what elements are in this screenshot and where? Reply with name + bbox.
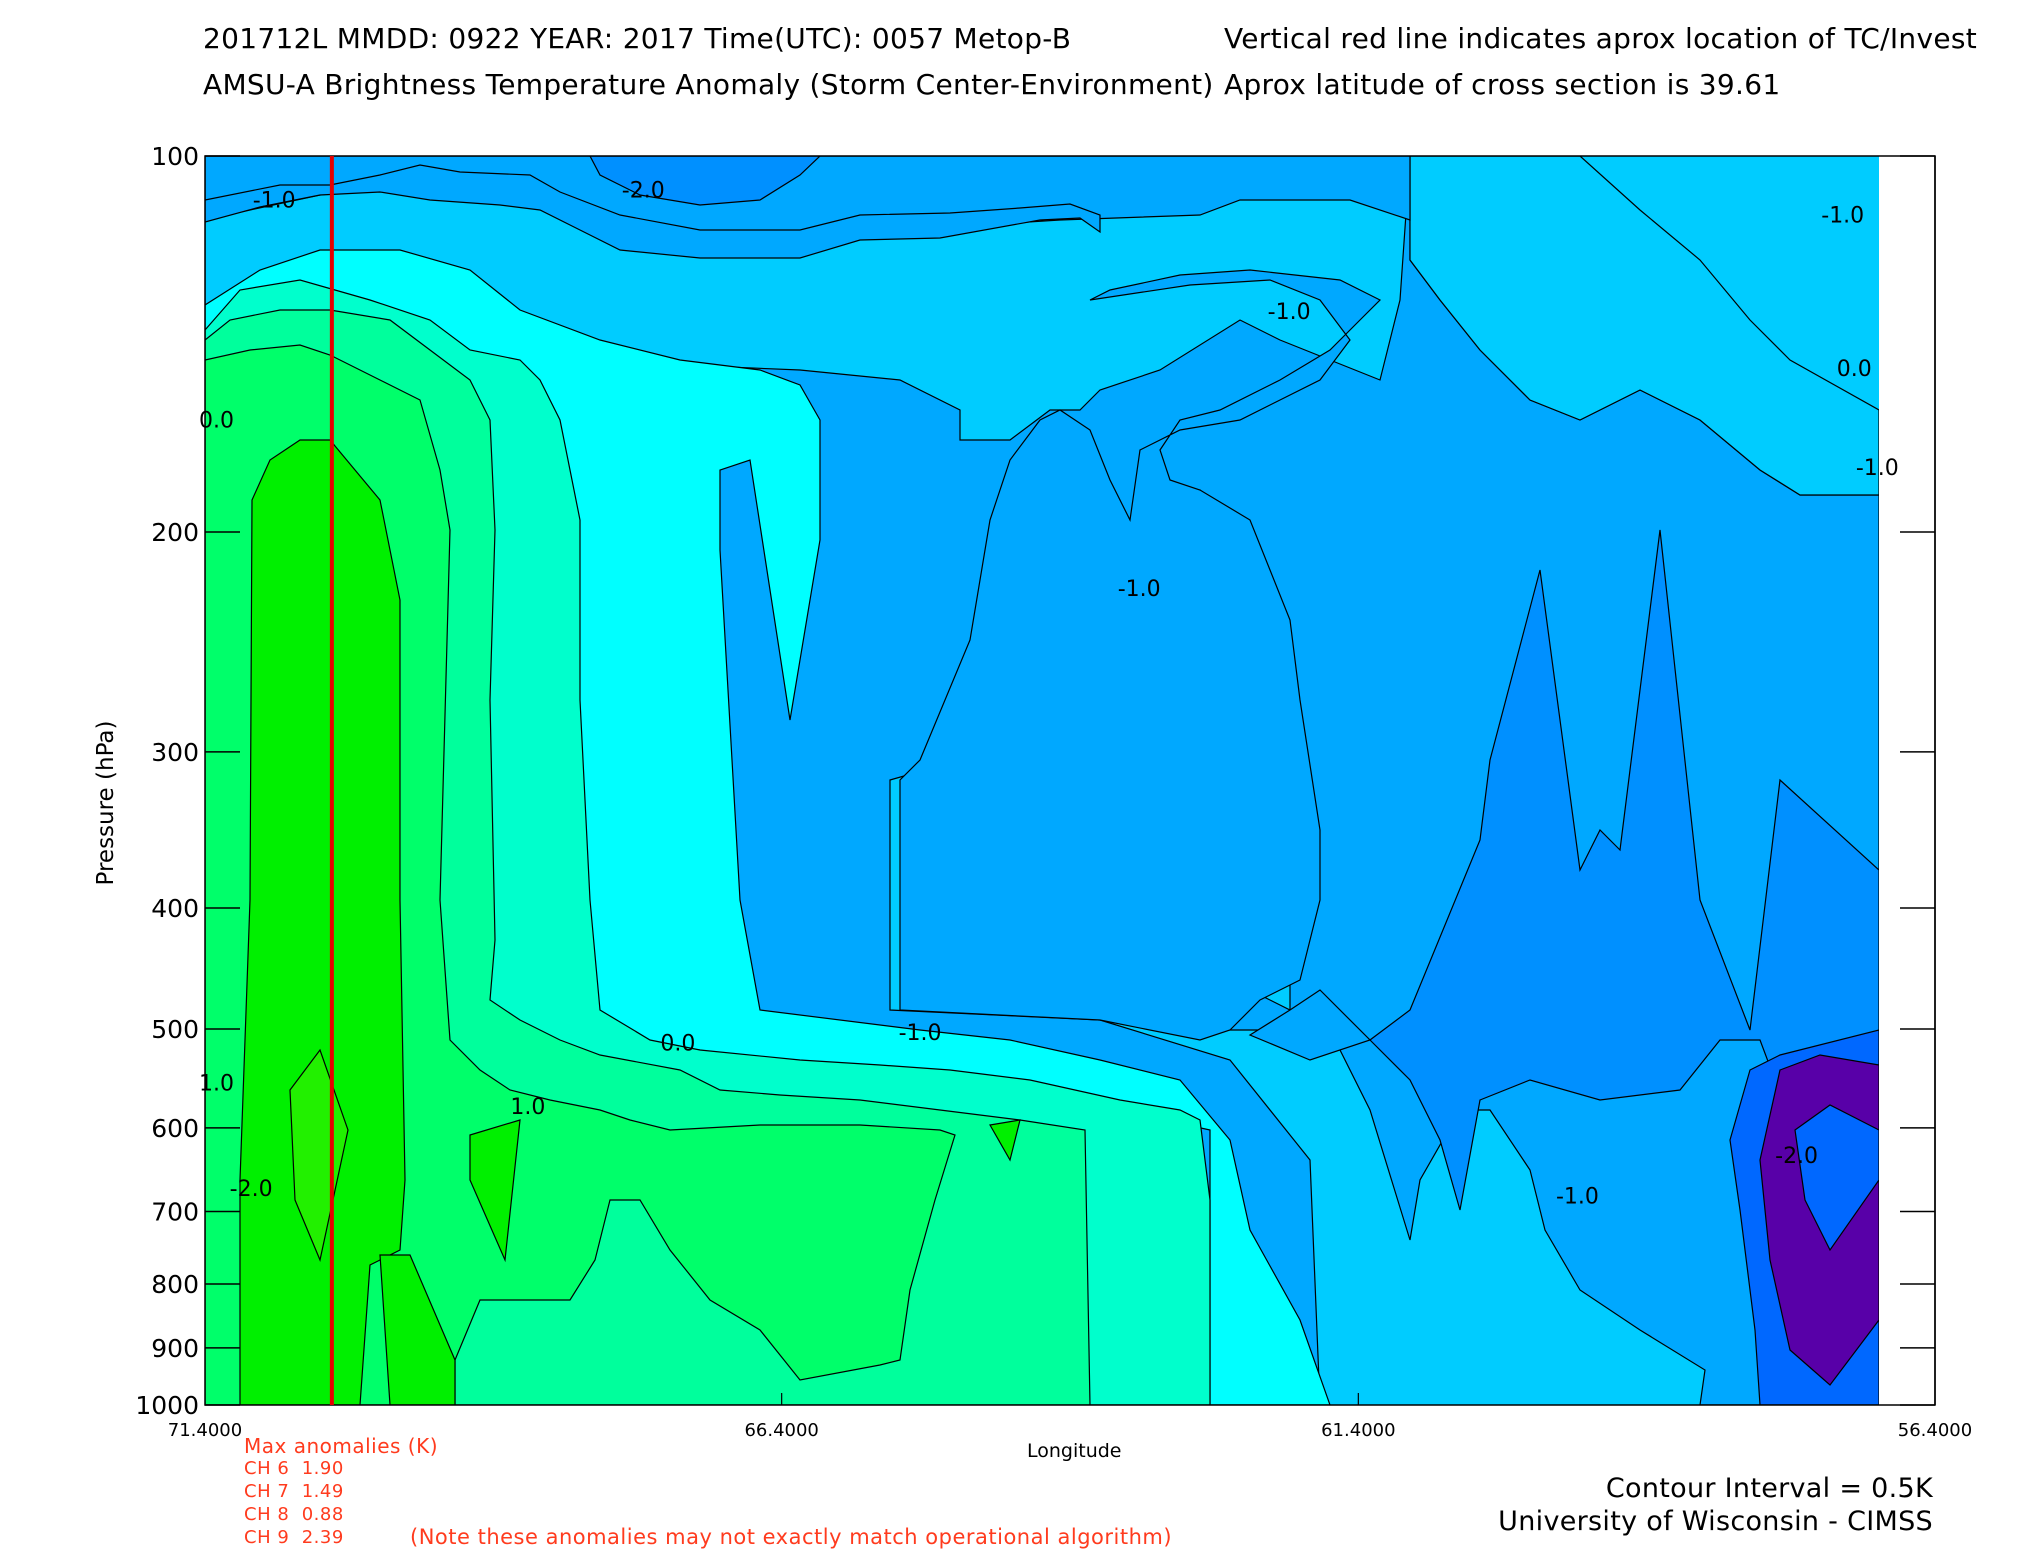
y-axis-label: Pressure (hPa) [93, 720, 119, 886]
anomaly-value: 1.49 [301, 1481, 344, 1502]
header-subtitle-left: AMSU-A Brightness Temperature Anomaly (S… [203, 68, 1214, 101]
institution-credit: University of Wisconsin - CIMSS [1498, 1506, 1933, 1537]
max-anomalies-title: Max anomalies (K) [244, 1434, 439, 1458]
anomaly-row: CH 6 1.90 [244, 1458, 344, 1479]
anomaly-channel: CH 7 [244, 1481, 290, 1502]
anomaly-note: (Note these anomalies may not exactly ma… [410, 1525, 1173, 1549]
x-tick-label: 71.4000 [168, 1420, 242, 1441]
anomaly-channel: CH 6 [244, 1458, 290, 1479]
contour-label: -1.0 [1821, 203, 1864, 228]
contour-label: 1.0 [199, 1071, 234, 1096]
contour-labels: -1.0 -2.0 -1.0 -1.0 0.0 -1.0 0.0 -1.0 0.0 -1.0 1.0… [199, 179, 1899, 1210]
contour-label: -1.0 [1118, 577, 1161, 602]
contour-label: -2.0 [230, 1177, 273, 1202]
y-tick-label: 1000 [135, 1391, 199, 1420]
y-tick-label: 100 [151, 142, 199, 171]
anomaly-row: CH 9 2.39 [244, 1527, 344, 1548]
y-tick-label: 700 [151, 1198, 199, 1227]
contour-label: 0.0 [199, 409, 234, 434]
anomaly-value: 2.39 [301, 1527, 344, 1548]
header-title-left: 201712L MMDD: 0922 YEAR: 2017 Time(UTC):… [203, 22, 1072, 55]
right-margin [1879, 157, 1934, 1404]
contour-label: -1.0 [1556, 1185, 1599, 1210]
contour-label: -1.0 [1856, 456, 1899, 481]
y-tick-label: 900 [151, 1334, 199, 1363]
y-tick-label: 300 [151, 738, 199, 767]
contour-label: -1.0 [899, 1021, 942, 1046]
contour-label: -2.0 [1775, 1144, 1818, 1169]
contour-label: -2.0 [622, 179, 665, 204]
y-tick-label: 400 [151, 894, 199, 923]
y-tick-label: 500 [151, 1015, 199, 1044]
header-subtitle-right: Aprox latitude of cross section is 39.61 [1224, 68, 1781, 101]
anomaly-channel: CH 8 [244, 1504, 290, 1525]
header-title-right: Vertical red line indicates aprox locati… [1224, 22, 1978, 55]
y-tick-label: 600 [151, 1114, 199, 1143]
contour-fills [205, 156, 1879, 1405]
contour-label: 0.0 [1837, 357, 1872, 382]
x-tick-label: 66.4000 [744, 1420, 818, 1441]
x-axis: 71.4000 66.4000 61.4000 56.4000 [168, 1393, 1972, 1441]
anomaly-row: CH 8 0.88 [244, 1504, 344, 1525]
contour-label: -1.0 [1268, 300, 1311, 325]
contour-label: 0.0 [660, 1031, 695, 1056]
anomaly-channel: CH 9 [244, 1527, 290, 1548]
anomaly-row: CH 7 1.49 [244, 1481, 344, 1502]
anomaly-value: 1.90 [301, 1458, 344, 1479]
contour-label: -1.0 [253, 189, 296, 214]
contour-label: 1.0 [510, 1095, 545, 1120]
y-tick-label: 200 [151, 518, 199, 547]
y-axis: 100 200 300 400 500 600 700 800 900 1000 [135, 142, 1935, 1420]
y-tick-label: 800 [151, 1270, 199, 1299]
x-tick-label: 56.4000 [1898, 1420, 1972, 1441]
x-axis-label: Longitude [1027, 1440, 1122, 1462]
x-tick-label: 61.4000 [1321, 1420, 1395, 1441]
anomaly-value: 0.88 [301, 1504, 344, 1525]
contour-interval: Contour Interval = 0.5K [1605, 1473, 1933, 1504]
